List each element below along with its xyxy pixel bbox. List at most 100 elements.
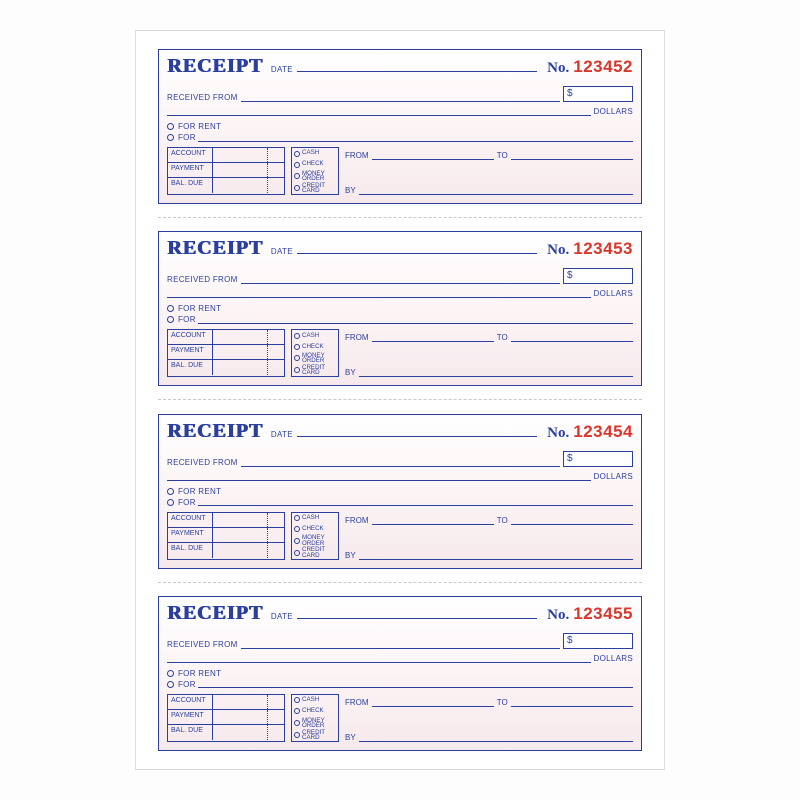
table-cell[interactable] — [268, 330, 284, 344]
from-line[interactable] — [372, 333, 494, 342]
check-radio[interactable] — [294, 344, 300, 350]
payment-option[interactable]: CASH — [292, 330, 338, 341]
payment-option[interactable]: MONEYORDER — [292, 535, 338, 547]
for-line[interactable] — [198, 134, 633, 142]
table-cell[interactable] — [213, 710, 268, 724]
dollars-label: DOLLARS — [594, 654, 633, 663]
payment-option[interactable]: CHECK — [292, 706, 338, 717]
received-from-line[interactable] — [241, 639, 560, 649]
table-cell[interactable] — [213, 360, 268, 375]
cash-radio[interactable] — [294, 697, 300, 703]
date-line[interactable] — [297, 427, 537, 437]
for-rent-radio[interactable] — [167, 670, 174, 677]
check-radio[interactable] — [294, 162, 300, 168]
for-rent-radio[interactable] — [167, 305, 174, 312]
date-line[interactable] — [297, 244, 537, 254]
table-cell[interactable] — [213, 543, 268, 558]
to-line[interactable] — [511, 516, 633, 525]
table-cell[interactable] — [213, 148, 268, 162]
account-table: ACCOUNTPAYMENTBAL. DUE — [167, 512, 285, 560]
amount-words-line[interactable] — [167, 288, 591, 298]
payment-option[interactable]: CASH — [292, 513, 338, 524]
received-from-line[interactable] — [241, 92, 560, 102]
from-line[interactable] — [372, 516, 494, 525]
from-line[interactable] — [372, 151, 494, 160]
payment-option[interactable]: CASH — [292, 148, 338, 159]
to-line[interactable] — [511, 151, 633, 160]
table-cell[interactable] — [213, 345, 268, 359]
received-from-line[interactable] — [241, 457, 560, 467]
for-radio[interactable] — [167, 316, 174, 323]
money-order-radio[interactable] — [294, 355, 300, 361]
table-cell[interactable] — [268, 543, 284, 558]
credit-card-radio[interactable] — [294, 732, 300, 738]
for-radio[interactable] — [167, 134, 174, 141]
check-radio[interactable] — [294, 708, 300, 714]
for-radio[interactable] — [167, 681, 174, 688]
table-cell[interactable] — [268, 148, 284, 162]
payment-option[interactable]: CHECK — [292, 524, 338, 535]
for-line[interactable] — [198, 316, 633, 324]
received-from-line[interactable] — [241, 274, 560, 284]
date-line[interactable] — [297, 62, 537, 72]
table-row: PAYMENT — [168, 710, 284, 725]
table-cell[interactable] — [268, 178, 284, 193]
for-radio[interactable] — [167, 499, 174, 506]
payment-option[interactable]: CREDITCARD — [292, 364, 338, 376]
payment-option[interactable]: CHECK — [292, 159, 338, 170]
table-cell[interactable] — [213, 178, 268, 193]
by-line[interactable] — [359, 186, 633, 195]
table-cell[interactable] — [268, 710, 284, 724]
table-cell[interactable] — [213, 528, 268, 542]
date-line[interactable] — [297, 609, 537, 619]
credit-card-radio[interactable] — [294, 367, 300, 373]
table-cell[interactable] — [213, 163, 268, 177]
table-cell[interactable] — [268, 360, 284, 375]
table-cell[interactable] — [268, 725, 284, 740]
by-line[interactable] — [359, 551, 633, 560]
money-order-radio[interactable] — [294, 538, 300, 544]
payment-option[interactable]: MONEYORDER — [292, 717, 338, 729]
for-rent-radio[interactable] — [167, 488, 174, 495]
payment-option[interactable]: CREDITCARD — [292, 182, 338, 194]
money-order-radio[interactable] — [294, 720, 300, 726]
to-line[interactable] — [511, 333, 633, 342]
amount-box[interactable]: $ — [563, 451, 633, 467]
by-line[interactable] — [359, 368, 633, 377]
amount-box[interactable]: $ — [563, 86, 633, 102]
to-line[interactable] — [511, 698, 633, 707]
payment-option[interactable]: CASH — [292, 695, 338, 706]
for-rent-label: FOR RENT — [178, 304, 221, 313]
amount-words-line[interactable] — [167, 106, 591, 116]
money-order-radio[interactable] — [294, 173, 300, 179]
from-line[interactable] — [372, 698, 494, 707]
by-line[interactable] — [359, 733, 633, 742]
cash-radio[interactable] — [294, 333, 300, 339]
table-cell[interactable] — [268, 695, 284, 709]
payment-option[interactable]: MONEYORDER — [292, 170, 338, 182]
cash-radio[interactable] — [294, 515, 300, 521]
credit-card-radio[interactable] — [294, 550, 300, 556]
check-radio[interactable] — [294, 526, 300, 532]
amount-box[interactable]: $ — [563, 633, 633, 649]
credit-card-radio[interactable] — [294, 185, 300, 191]
table-cell[interactable] — [213, 513, 268, 527]
for-line[interactable] — [198, 680, 633, 688]
cash-radio[interactable] — [294, 151, 300, 157]
table-cell[interactable] — [268, 163, 284, 177]
table-cell[interactable] — [268, 345, 284, 359]
payment-option[interactable]: CREDITCARD — [292, 729, 338, 741]
for-rent-radio[interactable] — [167, 123, 174, 130]
amount-words-line[interactable] — [167, 653, 591, 663]
amount-box[interactable]: $ — [563, 268, 633, 284]
table-cell[interactable] — [213, 330, 268, 344]
payment-option[interactable]: MONEYORDER — [292, 352, 338, 364]
payment-option[interactable]: CHECK — [292, 341, 338, 352]
table-cell[interactable] — [213, 725, 268, 740]
amount-words-line[interactable] — [167, 471, 591, 481]
table-cell[interactable] — [268, 528, 284, 542]
table-cell[interactable] — [213, 695, 268, 709]
payment-option[interactable]: CREDITCARD — [292, 547, 338, 559]
for-line[interactable] — [198, 498, 633, 506]
table-cell[interactable] — [268, 513, 284, 527]
